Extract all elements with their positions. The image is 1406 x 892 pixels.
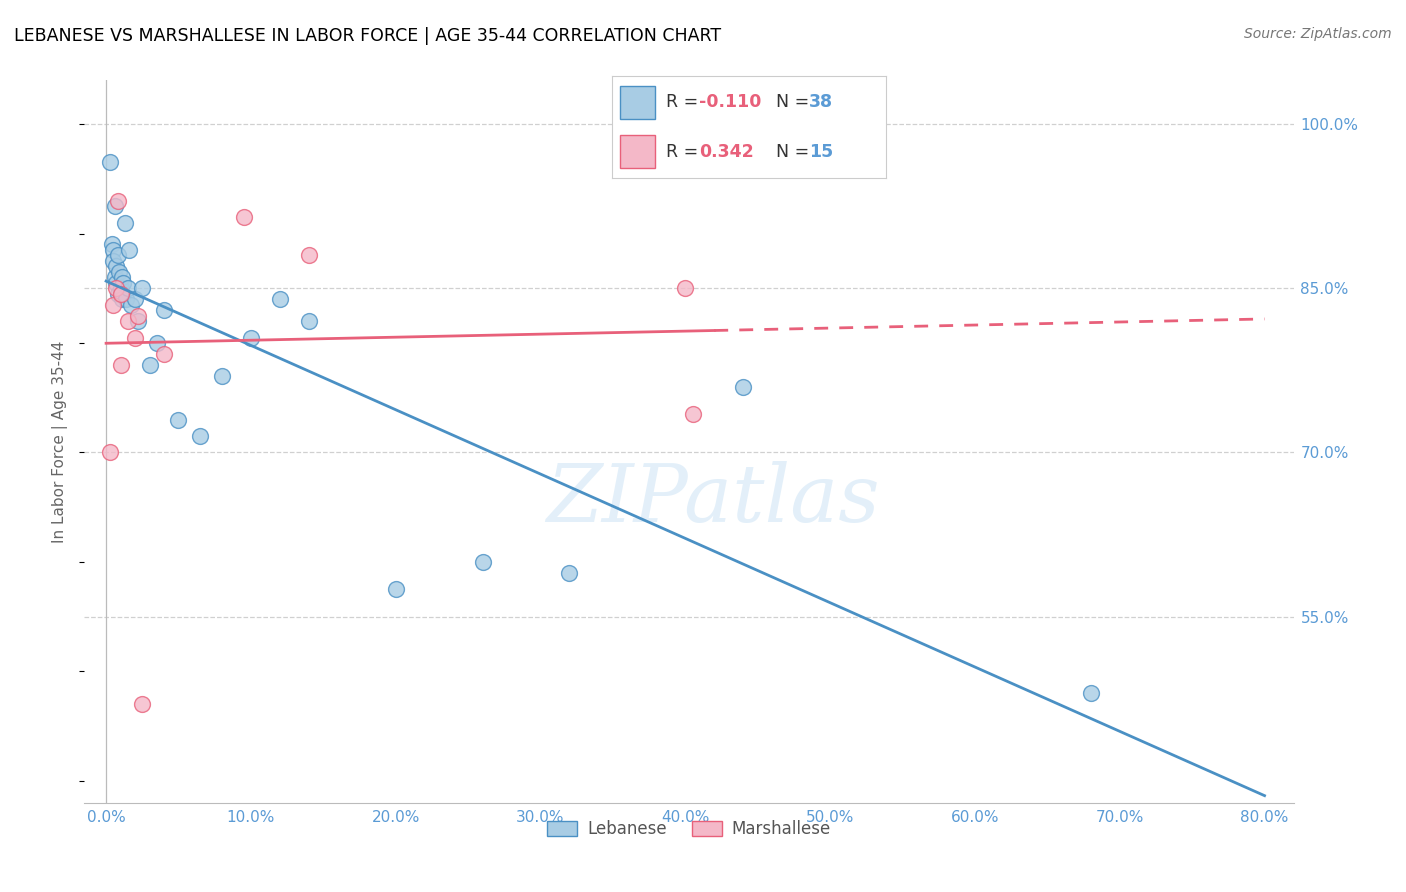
Point	[117, 281, 139, 295]
Text: 0.342: 0.342	[699, 143, 754, 161]
Point	[131, 281, 153, 295]
Text: LEBANESE VS MARSHALLESE IN LABOR FORCE | AGE 35-44 CORRELATION CHART: LEBANESE VS MARSHALLESE IN LABOR FORCE |…	[14, 27, 721, 45]
Text: ZIPatlas: ZIPatlas	[547, 460, 880, 538]
Point	[682, 407, 704, 421]
Point	[145, 336, 167, 351]
Point	[110, 358, 132, 372]
Point	[110, 281, 132, 295]
Point	[298, 314, 321, 328]
Point	[211, 368, 233, 383]
Text: R =: R =	[666, 94, 704, 112]
Point	[232, 210, 254, 224]
Point	[114, 216, 136, 230]
Point	[239, 330, 262, 344]
Text: N =: N =	[776, 143, 815, 161]
Point	[111, 292, 134, 306]
Point	[112, 276, 135, 290]
Point	[153, 347, 176, 361]
Point	[104, 270, 127, 285]
Point	[673, 281, 696, 295]
Bar	[620, 136, 655, 168]
Point	[384, 582, 406, 597]
Point	[107, 286, 129, 301]
Point	[103, 298, 125, 312]
Point	[188, 429, 211, 443]
Point	[105, 276, 128, 290]
Point	[103, 253, 125, 268]
Text: 38: 38	[808, 94, 834, 112]
Point	[1080, 686, 1102, 700]
Point	[107, 194, 129, 208]
Point	[115, 292, 138, 306]
Point	[110, 286, 132, 301]
Point	[110, 286, 132, 301]
Point	[131, 698, 153, 712]
Point	[108, 265, 131, 279]
Point	[269, 292, 291, 306]
Point	[127, 314, 149, 328]
Point	[733, 380, 755, 394]
Point	[138, 358, 160, 372]
Point	[120, 298, 142, 312]
Point	[111, 270, 134, 285]
Point	[118, 243, 141, 257]
Point	[105, 260, 128, 274]
Point	[103, 243, 125, 257]
Point	[558, 566, 581, 580]
Point	[100, 445, 122, 459]
Text: N =: N =	[776, 94, 815, 112]
Legend: Lebanese, Marshallese: Lebanese, Marshallese	[540, 814, 838, 845]
Point	[104, 199, 127, 213]
Point	[107, 248, 129, 262]
Point	[153, 303, 176, 318]
Point	[117, 314, 139, 328]
Y-axis label: In Labor Force | Age 35-44: In Labor Force | Age 35-44	[52, 341, 69, 542]
Point	[105, 281, 128, 295]
Point	[471, 555, 494, 569]
Text: -0.110: -0.110	[699, 94, 762, 112]
Point	[101, 237, 124, 252]
Point	[100, 155, 122, 169]
Point	[124, 292, 146, 306]
Text: R =: R =	[666, 143, 704, 161]
Point	[167, 412, 190, 426]
Point	[298, 248, 321, 262]
Bar	[620, 87, 655, 119]
Text: 15: 15	[808, 143, 834, 161]
Point	[127, 309, 149, 323]
Text: Source: ZipAtlas.com: Source: ZipAtlas.com	[1244, 27, 1392, 41]
Point	[124, 330, 146, 344]
